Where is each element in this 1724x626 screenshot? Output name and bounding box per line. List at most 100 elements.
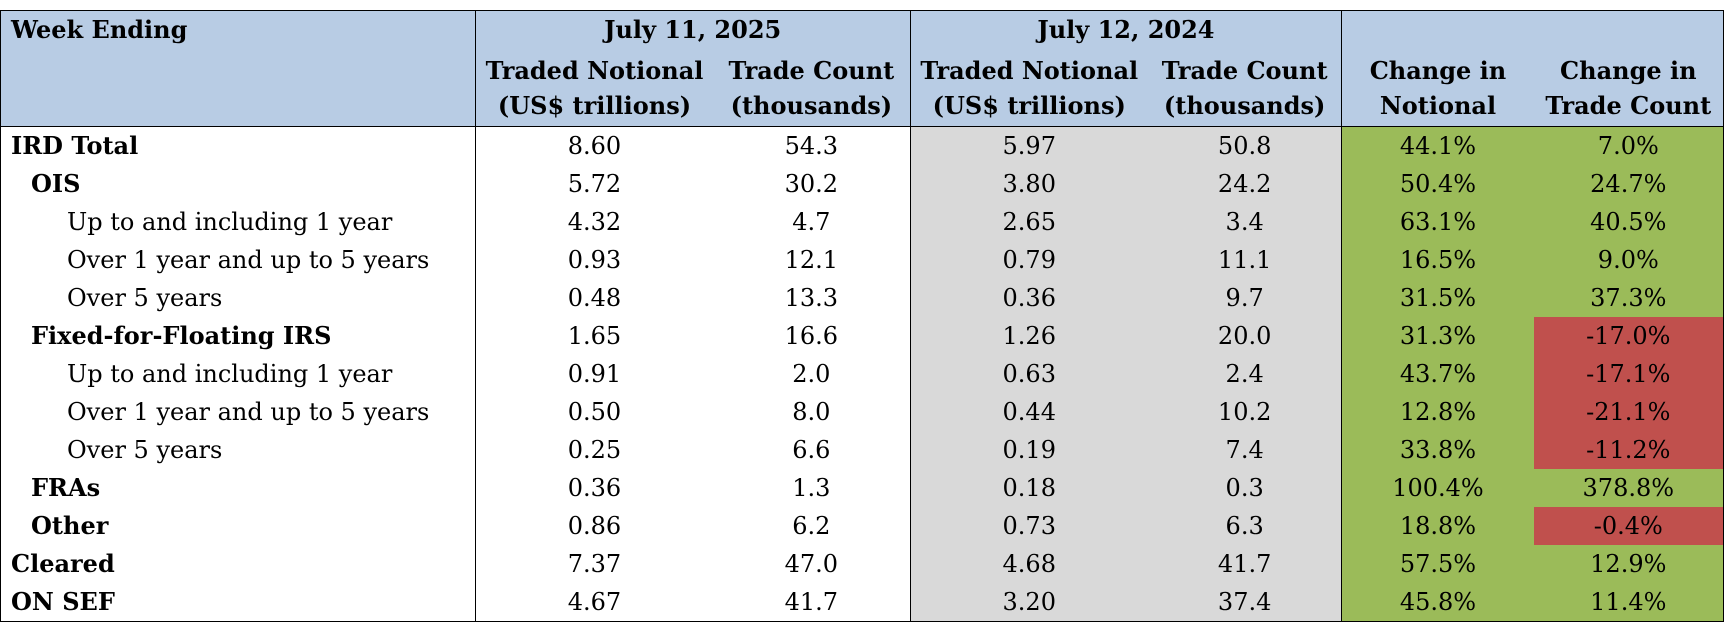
ird-volume-table-container: Week Ending July 11, 2025 July 12, 2024 … [0, 10, 1724, 622]
table-row: FRAs 0.36 1.3 0.18 0.3 100.4% 378.8% [1, 469, 1724, 507]
change-count-cell: 24.7% [1533, 165, 1724, 203]
table-row: Over 1 year and up to 5 years 0.50 8.0 0.44… [1, 393, 1724, 431]
notional-2025-cell: 4.32 [474, 203, 714, 241]
count-2024-cell: 2.4 [1147, 355, 1342, 393]
count-2025-cell: 6.2 [792, 512, 831, 540]
table-row: Fixed-for-Floating IRS 1.65 16.6 1.26 20.0 31… [1, 317, 1724, 355]
notional-2024-cell: 2.65 [909, 203, 1148, 241]
notional-2025-cell: 0.36 [474, 469, 714, 507]
change-count-cell: -17.1% [1533, 355, 1724, 393]
change-notional-cell: 45.8% [1341, 583, 1534, 622]
row-label: Over 5 years [67, 436, 223, 464]
notional-2024-cell: 5.97 [909, 126, 1148, 165]
change-notional-cell: 31.3% [1341, 317, 1534, 355]
change-notional-cell: 18.8% [1341, 507, 1534, 545]
row-label: Over 1 year and up to 5 years [67, 398, 430, 426]
notional-2025-cell: 0.48 [474, 279, 714, 317]
change-count-cell: -17.0% [1533, 317, 1724, 355]
change-count-header: Change in Trade Count [1534, 49, 1724, 127]
count-2024-cell: 3.4 [1147, 203, 1342, 241]
count-2025-cell: 12.1 [784, 246, 839, 274]
header-row-periods: Week Ending July 11, 2025 July 12, 2024 [0, 10, 1724, 49]
count-2024-cell: 6.3 [1147, 507, 1342, 545]
count-2025-cell: 4.7 [792, 208, 831, 236]
table-body: IRD Total 8.60 54.3 5.97 50.8 44.1% 7.0% OIS 5.7… [0, 126, 1724, 622]
change-count-cell: -0.4% [1533, 507, 1724, 545]
count-2024-cell: 20.0 [1147, 317, 1342, 355]
change-count-header-line1: Change in [1560, 56, 1697, 85]
change-notional-header: Change in Notional [1341, 49, 1534, 127]
change-count-cell: 378.8% [1533, 469, 1724, 507]
table-row: Up to and including 1 year 0.91 2.0 0.63 2.4… [1, 355, 1724, 393]
count-2024-cell: 9.7 [1147, 279, 1342, 317]
change-count-cell: 40.5% [1533, 203, 1724, 241]
count-2025-cell: 13.3 [784, 284, 839, 312]
change-notional-cell: 16.5% [1341, 241, 1534, 279]
count-2025-cell: 30.2 [784, 170, 839, 198]
count-2024-cell: 11.1 [1147, 241, 1342, 279]
count-2025-header-line2: (thousands) [730, 91, 893, 120]
count-2024-header: Trade Count (thousands) [1148, 49, 1342, 127]
notional-2025-cell: 1.65 [474, 317, 714, 355]
notional-2025-cell: 0.25 [474, 431, 714, 469]
notional-2024-header: Traded Notional (US$ trillions) [909, 49, 1148, 127]
notional-2025-header: Traded Notional (US$ trillions) [474, 49, 714, 127]
row-label: Over 5 years [67, 284, 223, 312]
change-count-cell: 12.9% [1533, 545, 1724, 583]
count-2024-cell: 24.2 [1147, 165, 1342, 203]
notional-2025-cell: 0.91 [474, 355, 714, 393]
row-label: ON SEF [11, 587, 115, 616]
count-2025-cell: 47.0 [784, 550, 839, 578]
notional-2025-cell: 0.50 [474, 393, 714, 431]
table-row: Up to and including 1 year 4.32 4.7 2.65 3.4… [1, 203, 1724, 241]
notional-2025-cell: 7.37 [474, 545, 714, 583]
row-label: IRD Total [0, 126, 476, 165]
change-notional-cell: 12.8% [1341, 393, 1534, 431]
change-notional-header-line1: Change in [1369, 56, 1507, 85]
table-row: OIS 5.72 30.2 3.80 24.2 50.4% 24.7% [1, 165, 1724, 203]
change-notional-cell: 33.8% [1341, 431, 1534, 469]
notional-2024-cell: 0.19 [909, 431, 1148, 469]
count-2025-cell: 41.7 [784, 588, 839, 616]
table-row: IRD Total 8.60 54.3 5.97 50.8 44.1% 7.0% [0, 126, 1724, 165]
count-2025-cell: 54.3 [713, 126, 911, 165]
table-row: Other 0.86 6.2 0.73 6.3 18.8% -0.4% [1, 507, 1724, 545]
notional-2024-cell: 3.80 [909, 165, 1148, 203]
change-count-header-line2: Trade Count [1545, 91, 1712, 120]
count-2025-cell: 1.3 [792, 474, 831, 502]
notional-2025-header-line2: (US$ trillions) [497, 91, 692, 120]
change-count-cell: -11.2% [1533, 431, 1724, 469]
change-notional-cell: 63.1% [1341, 203, 1534, 241]
count-2025-cell: 6.6 [792, 436, 831, 464]
count-2024-header-line1: Trade Count [1161, 56, 1328, 85]
notional-2024-cell: 4.68 [909, 545, 1148, 583]
notional-2025-cell: 8.60 [474, 126, 714, 165]
notional-2024-cell: 0.73 [909, 507, 1148, 545]
notional-2024-header-line1: Traded Notional [920, 56, 1139, 85]
change-count-cell: 9.0% [1533, 241, 1724, 279]
count-2025-cell: 16.6 [784, 322, 839, 350]
count-2024-cell: 41.7 [1147, 545, 1342, 583]
change-count-cell: 37.3% [1533, 279, 1724, 317]
notional-2025-cell: 5.72 [474, 165, 714, 203]
count-2024-cell: 50.8 [1147, 126, 1342, 165]
count-2025-cell: 8.0 [792, 398, 831, 426]
change-notional-cell: 50.4% [1341, 165, 1534, 203]
notional-2024-header-line2: (US$ trillions) [932, 91, 1126, 120]
count-2025-cell: 2.0 [792, 360, 831, 388]
table-row: Over 5 years 0.25 6.6 0.19 7.4 33.8% -11.2% [1, 431, 1724, 469]
table-row: Over 1 year and up to 5 years 0.93 12.1 0.7… [1, 241, 1724, 279]
change-notional-cell: 43.7% [1341, 355, 1534, 393]
row-label: Up to and including 1 year [67, 208, 393, 236]
count-2024-cell: 37.4 [1147, 583, 1342, 622]
notional-2025-cell: 0.86 [474, 507, 714, 545]
count-2024-cell: 0.3 [1147, 469, 1342, 507]
change-notional-cell: 44.1% [1341, 126, 1534, 165]
row-label: Cleared [11, 549, 115, 578]
notional-2024-cell: 1.26 [909, 317, 1148, 355]
row-label: Fixed-for-Floating IRS [31, 321, 332, 350]
row-label: FRAs [31, 473, 101, 502]
notional-2024-cell: 0.36 [909, 279, 1148, 317]
count-2024-cell: 7.4 [1147, 431, 1342, 469]
count-2025-header: Trade Count (thousands) [713, 49, 910, 127]
